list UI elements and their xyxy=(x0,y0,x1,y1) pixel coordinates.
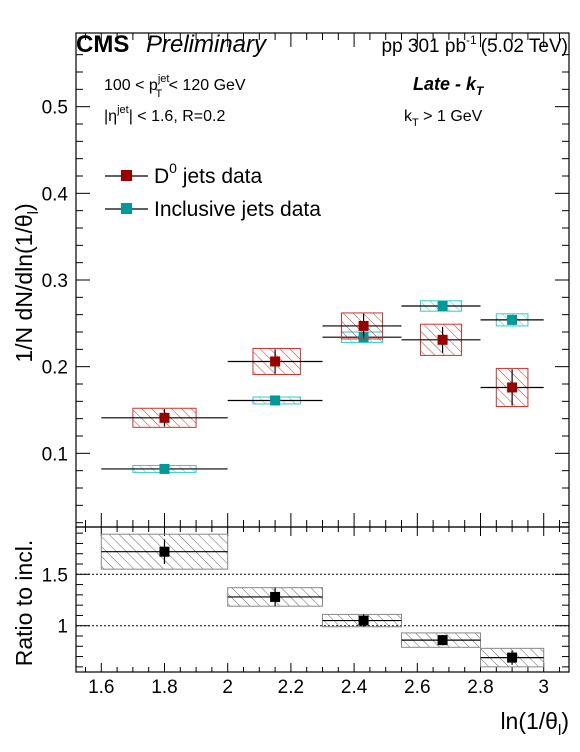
legend-label-d0: D0 jets data xyxy=(154,160,263,188)
ratio-y-axis: 11.5 xyxy=(42,532,569,668)
inclusive-marker xyxy=(270,395,281,406)
ratio-marker xyxy=(270,591,281,602)
main-y-tick-label: 0.4 xyxy=(42,184,69,205)
legend-marker-d0 xyxy=(121,170,132,181)
ratio-y-axis-title: Ratio to incl. xyxy=(11,540,37,667)
main-y-tick-label: 0.1 xyxy=(42,444,68,465)
ratio-marker xyxy=(437,635,448,646)
ratio-point xyxy=(322,613,403,628)
d0-point xyxy=(322,312,402,340)
figure-header: CMS Preliminary pp 301 pb-1 (5.02 TeV) xyxy=(76,31,568,58)
ratio-marker xyxy=(358,615,369,626)
x-axis: 1.6 1.8 2 2.2 2.4 2.6 2.8 3 xyxy=(84,33,561,698)
ratio-point xyxy=(100,533,229,570)
main-y-tick-label: 0.3 xyxy=(42,271,68,292)
d0-point xyxy=(227,347,323,375)
inclusive-marker xyxy=(159,463,170,474)
d0-marker xyxy=(270,356,281,367)
x-tick-label: 1.6 xyxy=(88,677,114,698)
legend: D0 jets data Inclusive jets data xyxy=(105,160,321,221)
d0-series xyxy=(101,312,544,428)
d0-marker xyxy=(358,320,369,331)
plot-layer: 0.10.20.30.40.51.6 1.8 2 2.2 2.4 2.6 2.8 311.5 xyxy=(42,32,570,698)
inclusive-series xyxy=(101,300,544,474)
ratio-point xyxy=(480,647,545,668)
x-tick-label: 3 xyxy=(538,677,549,698)
inclusive-point xyxy=(480,313,544,327)
x-tick-label: 2.4 xyxy=(341,677,368,698)
x-axis-title: ln(1/θl) xyxy=(500,708,569,739)
experiment-label: CMS xyxy=(76,31,129,58)
x-tick-label: 2.8 xyxy=(467,677,493,698)
d0-marker xyxy=(437,334,448,345)
main-y-axis-title: 1/N dN/dln(1/θl) xyxy=(11,203,42,362)
d0-point xyxy=(101,407,228,428)
x-tick-label: 2.2 xyxy=(278,677,304,698)
d0-point xyxy=(480,367,544,408)
inclusive-point xyxy=(401,300,481,312)
d0-point xyxy=(401,323,481,356)
inclusive-marker xyxy=(437,301,448,311)
main-y-tick-label: 0.2 xyxy=(42,358,68,379)
d0-marker xyxy=(507,382,518,393)
pt-range-label: 100 < pjet T < 120 GeV xyxy=(104,73,246,100)
legend-marker-inclusive xyxy=(121,203,132,214)
algorithm-label: Late - kT xyxy=(413,74,485,98)
main-y-axis: 0.1 0.2 0.3 0.4 0.5 xyxy=(42,54,569,524)
eta-range-label: |ηjet| < 1.6, R=0.2 xyxy=(104,104,225,125)
kt-cut-label: kT > 1 GeV xyxy=(404,108,483,129)
panel-annotations: 100 < pjet T < 120 GeV |ηjet| < 1.6, R=0.… xyxy=(104,73,485,129)
ratio-y-tick-label: 1.5 xyxy=(42,565,68,586)
legend-label-inclusive: Inclusive jets data xyxy=(154,198,321,221)
inclusive-point xyxy=(227,395,323,406)
luminosity-label: pp 301 pb-1 (5.02 TeV) xyxy=(381,33,568,57)
x-tick-label: 1.8 xyxy=(151,677,177,698)
main-y-tick-label: 0.5 xyxy=(42,98,68,119)
ratio-series xyxy=(100,533,545,668)
legend-entry-inclusive: Inclusive jets data xyxy=(105,198,321,221)
legend-entry-d0: D0 jets data xyxy=(105,160,263,188)
x-tick-label: 2 xyxy=(222,677,233,698)
inclusive-marker xyxy=(507,314,518,325)
ratio-marker xyxy=(507,652,518,663)
status-label: Preliminary xyxy=(146,31,268,58)
ratio-marker xyxy=(159,546,170,557)
d0-marker xyxy=(159,412,170,423)
ratio-point xyxy=(227,587,323,607)
x-tick-label: 2.6 xyxy=(404,677,430,698)
inclusive-point xyxy=(101,463,228,474)
ratio-point xyxy=(401,632,482,648)
ratio-y-tick-label: 1 xyxy=(57,617,68,638)
